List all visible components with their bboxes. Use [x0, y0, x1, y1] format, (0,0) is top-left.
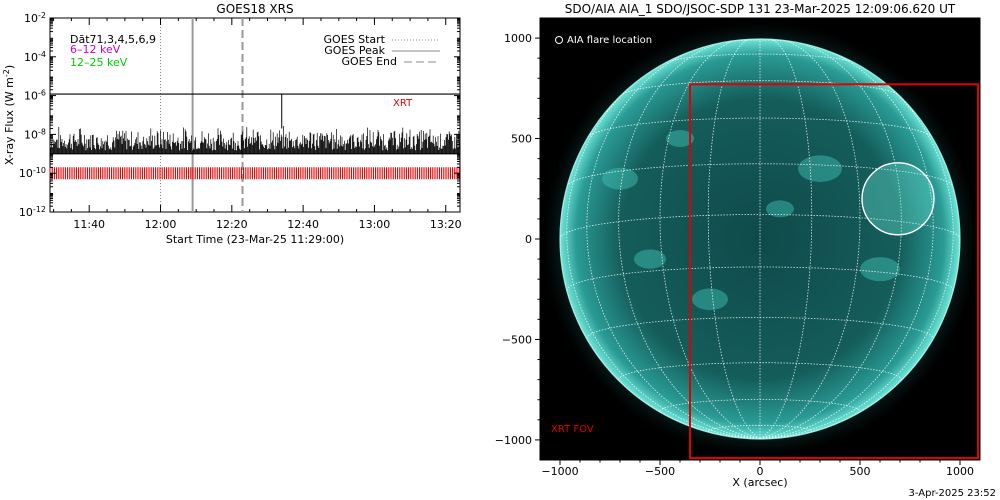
- legend-goes-peak: GOES Peak: [324, 44, 385, 57]
- aia-active-region: [602, 167, 638, 190]
- goes-xrs-chart: GOES18 XRS 10-2 10-4 10-6 10-8 10-10 10-12 11…: [2, 2, 462, 246]
- goes-chart-title: GOES18 XRS: [216, 2, 293, 16]
- goes-legend-detectors: Dāt71,3,4,5,6,9: [70, 33, 156, 46]
- aia-longitude-line: [759, 39, 813, 439]
- aia-latitude-line: [560, 214, 960, 240]
- aia-x-axis-label: X (arcsec): [732, 476, 787, 489]
- goes-y-tick-label: 10-10: [19, 166, 46, 181]
- goes-plot-area: [49, 18, 460, 212]
- aia-active-region: [666, 130, 694, 147]
- footer-timestamp: 3-Apr-2025 23:52: [909, 488, 996, 499]
- aia-solar-image-chart: SDO/AIA AIA_1 SDO/JSOC-SDP 131 23-Mar-20…: [495, 2, 981, 489]
- aia-active-region: [766, 200, 794, 218]
- aia-y-tick-label: −1000: [495, 434, 532, 447]
- goes-low-channel-series: [49, 125, 460, 154]
- aia-fov-label: XRT FOV: [551, 424, 594, 435]
- aia-y-tick-label: 500: [511, 133, 532, 146]
- aia-longitude-line: [618, 39, 761, 439]
- aia-x-axis: −1000 −500 0 500 1000: [541, 460, 974, 478]
- aia-image-area: [542, 21, 979, 460]
- aia-active-region: [692, 288, 728, 311]
- goes-x-tick-label: 11:40: [73, 218, 105, 231]
- goes-y-tick-label: 10-12: [19, 205, 46, 220]
- legend-goes-start: GOES Start: [324, 33, 386, 46]
- aia-longitude-line: [759, 39, 902, 439]
- goes-xrt-annotation: XRT: [393, 98, 413, 109]
- goes-y-axis: 10-2 10-4 10-6 10-8 10-10 10-12: [19, 11, 460, 220]
- aia-latitude-line: [662, 53, 858, 64]
- goes-y-tick-label: 10-4: [24, 49, 46, 64]
- aia-longitude-line: [759, 39, 861, 439]
- goes-legend-events: GOES Start GOES Peak GOES End: [324, 33, 440, 68]
- goes-x-tick-label: 12:40: [287, 218, 319, 231]
- aia-y-tick-label: 1000: [504, 32, 532, 45]
- aia-y-axis: 1000 500 0 −500 −1000: [495, 32, 540, 447]
- aia-longitude-line: [586, 42, 761, 439]
- goes-legend-12-25kev: 12–25 keV: [70, 56, 128, 69]
- aia-active-region: [860, 257, 900, 282]
- aia-latitude-line: [587, 117, 933, 138]
- aia-x-tick-label: 1000: [946, 465, 974, 478]
- aia-latitude-line: [566, 163, 954, 187]
- goes-y-tick-label: 10-6: [24, 88, 46, 103]
- aia-chart-title: SDO/AIA AIA_1 SDO/JSOC-SDP 131 23-Mar-20…: [565, 2, 956, 16]
- aia-legend-circle-icon: [555, 36, 563, 44]
- aia-y-tick-label: −500: [502, 333, 532, 346]
- aia-x-tick-label: −500: [645, 465, 675, 478]
- aia-xrt-fov-box: [689, 83, 979, 460]
- goes-y-axis-label: X-ray Flux (W m-2): [2, 65, 17, 165]
- aia-active-region: [798, 155, 842, 182]
- goes-plot-frame: [49, 17, 461, 213]
- aia-limb: [559, 38, 961, 440]
- goes-legend-6-12kev: 6–12 keV: [70, 43, 121, 56]
- goes-x-axis-label: Start Time (23-Mar-25 11:29:00): [166, 233, 344, 246]
- goes-x-tick-label: 13:00: [359, 218, 391, 231]
- aia-latitude-line: [714, 39, 806, 44]
- aia-x-tick-label: 500: [850, 465, 871, 478]
- aia-longitude-line: [759, 56, 954, 439]
- goes-x-tick-label: 13:20: [430, 218, 462, 231]
- aia-x-tick-label: 0: [757, 465, 764, 478]
- goes-x-tick-label: 12:20: [216, 218, 248, 231]
- goes-y-tick-label: 10-8: [24, 127, 46, 142]
- aia-legend-label: AIA flare location: [567, 35, 652, 46]
- goes-x-axis: 11:40 12:00 12:20 12:40 13:00 13:20: [53, 18, 462, 231]
- aia-y-tick-label: 0: [525, 233, 532, 246]
- goes-xrt-marker-series: [49, 167, 460, 180]
- aia-longitude-line: [707, 39, 761, 439]
- aia-longitude-line: [566, 56, 761, 439]
- goes-x-tick-label: 12:00: [145, 218, 177, 231]
- aia-flare-marker: [861, 162, 935, 236]
- aia-x-tick-label: −1000: [541, 465, 578, 478]
- aia-longitude-line: [659, 39, 761, 439]
- goes-y-tick-label: 10-2: [24, 11, 46, 26]
- legend-goes-end: GOES End: [341, 55, 397, 68]
- aia-flare-glow: [862, 162, 934, 235]
- aia-longitude-line: [759, 42, 934, 439]
- aia-active-region: [634, 249, 666, 269]
- aia-legend: AIA flare location: [555, 35, 652, 46]
